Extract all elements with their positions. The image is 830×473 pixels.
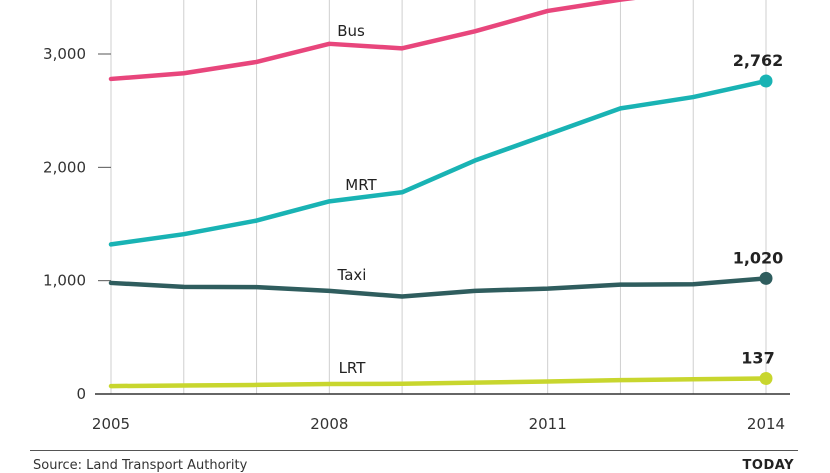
series-label-bus: Bus	[337, 22, 365, 40]
x-tick-label: 2014	[747, 415, 785, 433]
x-tick-label: 2008	[310, 415, 348, 433]
source-note: Source: Land Transport Authority	[33, 458, 248, 473]
end-value-mrt: 2,762	[733, 51, 784, 70]
end-point-lrt	[759, 371, 773, 385]
gridlines	[110, 0, 767, 394]
end-value-lrt: 137	[741, 348, 774, 367]
brand-logo: TODAY	[742, 458, 794, 473]
y-tick-label: 2,000	[43, 158, 86, 176]
x-tick-label: 2005	[92, 415, 130, 433]
series-line-lrt	[108, 376, 769, 389]
x-tick-label: 2011	[529, 415, 567, 433]
x-axis: 2005 2008 2011 2014	[92, 393, 790, 433]
y-axis: 0 1,000 2,000 3,000	[43, 45, 111, 403]
series-label-mrt: MRT	[345, 176, 377, 194]
end-value-taxi: 1,020	[733, 248, 784, 267]
y-tick-label: 0	[76, 385, 86, 403]
series-line-mrt	[108, 78, 769, 247]
y-tick-label: 3,000	[43, 45, 86, 63]
series-labels: Bus 2,762 MRT 1,020 Taxi 137 LRT	[337, 22, 784, 385]
y-tick-label: 1,000	[43, 272, 86, 290]
series-label-lrt: LRT	[339, 359, 367, 377]
end-point-mrt	[759, 74, 773, 88]
footer-divider	[30, 450, 798, 451]
series-label-taxi: Taxi	[337, 266, 367, 284]
series-line-bus	[108, 0, 636, 82]
series-line-taxi	[108, 276, 769, 299]
series-lines	[108, 0, 769, 389]
end-point-taxi	[759, 271, 773, 285]
